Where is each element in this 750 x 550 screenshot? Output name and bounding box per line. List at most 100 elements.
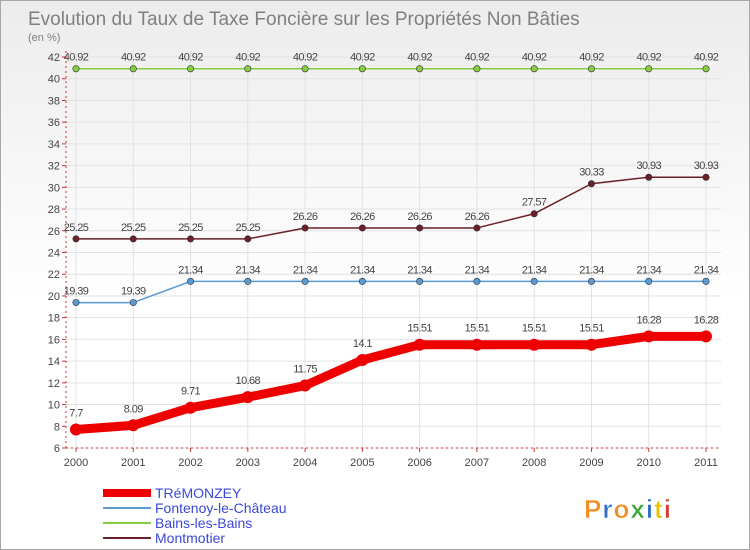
x-tick-label: 2009: [579, 457, 603, 469]
legend-label-Fontenoy-le-Château: Fontenoy-le-Château: [155, 500, 287, 516]
data-point: [473, 65, 481, 73]
x-tick-label: 2005: [350, 457, 374, 469]
y-tick-label: 14: [48, 356, 60, 368]
data-label: 21.34: [522, 264, 547, 276]
data-label: 40.92: [579, 52, 604, 64]
data-label: 11.75: [293, 364, 317, 376]
legend-label-TRéMONZEY: TRéMONZEY: [155, 485, 242, 501]
data-label: 40.92: [178, 52, 203, 64]
data-point: [587, 180, 595, 188]
series: [70, 65, 712, 436]
data-point: [470, 338, 483, 351]
data-point: [241, 391, 254, 404]
y-tick-label: 30: [48, 182, 60, 194]
data-point: [187, 235, 195, 243]
series-line-Montmotier: [75, 176, 707, 240]
proxiti-logo: Proxiti: [584, 494, 672, 525]
data-point: [530, 65, 538, 73]
chart-subtitle: (en %): [28, 32, 60, 44]
x-tick-label: 2001: [121, 457, 145, 469]
data-label: 21.34: [465, 264, 490, 276]
chart-title: Evolution du Taux de Taxe Foncière sur l…: [28, 9, 580, 30]
data-label: 7.7: [69, 408, 83, 420]
legend-label-Bains-les-Bains: Bains-les-Bains: [155, 515, 252, 531]
data-label: 16.28: [636, 314, 661, 326]
axes: 6 8 10 12 14 16 18 20 22 24 26 28 30 32 34 36 38 40 42 2000…: [48, 51, 721, 469]
legend: TRéMONZEYFontenoy-le-ChâteauBains-les-Ba…: [103, 485, 287, 546]
y-tick-label: 22: [48, 269, 60, 281]
data-point: [702, 277, 710, 285]
x-tick-label: 2004: [293, 457, 317, 469]
x-tick-label: 2007: [465, 457, 489, 469]
data-point: [244, 235, 252, 243]
data-point: [645, 65, 653, 73]
y-tick-label: 6: [54, 443, 60, 455]
data-label: 40.92: [64, 52, 89, 64]
data-label: 9.71: [181, 386, 200, 398]
data-point: [129, 235, 137, 243]
data-point: [473, 224, 481, 232]
data-label: 14.1: [353, 338, 372, 350]
y-tick-label: 10: [48, 400, 60, 412]
y-tick-label: 16: [48, 334, 60, 346]
data-point: [184, 401, 197, 414]
data-label: 30.33: [579, 167, 604, 179]
data-label: 26.26: [407, 211, 432, 223]
data-label: 21.34: [350, 264, 375, 276]
x-tick-label: 2010: [636, 457, 660, 469]
logo-letter: i: [646, 494, 654, 524]
data-label: 15.51: [522, 323, 547, 335]
data-point: [700, 330, 712, 343]
data-point: [473, 277, 481, 285]
y-tick-label: 20: [48, 291, 60, 303]
logo-text: Proxiti: [584, 494, 672, 524]
data-point: [301, 277, 309, 285]
data-label: 40.92: [350, 52, 375, 64]
logo-letter: t: [654, 494, 664, 524]
data-point: [702, 173, 710, 181]
series-line-Fontenoy-le-Château: [75, 280, 707, 304]
data-point: [187, 277, 195, 285]
data-label: 40.92: [636, 52, 661, 64]
grid: [66, 51, 721, 449]
x-tick-label: 2006: [407, 457, 431, 469]
data-label: 19.39: [121, 286, 146, 298]
data-label: 27.57: [522, 197, 547, 209]
y-tick-label: 34: [48, 139, 60, 151]
data-point: [416, 277, 424, 285]
data-label: 21.34: [293, 264, 318, 276]
data-point: [358, 277, 366, 285]
data-point: [244, 277, 252, 285]
data-point: [530, 210, 538, 218]
y-tick-label: 28: [48, 204, 60, 216]
x-tick-label: 2000: [64, 457, 88, 469]
data-point: [72, 65, 80, 73]
data-label: 21.34: [178, 264, 203, 276]
data-label: 25.25: [178, 222, 203, 234]
data-label: 40.92: [694, 52, 719, 64]
x-tick-label: 2002: [178, 457, 202, 469]
data-point: [72, 299, 80, 307]
data-label: 15.51: [465, 323, 490, 335]
y-tick-label: 26: [48, 226, 60, 238]
data-point: [301, 65, 309, 73]
data-point: [587, 277, 595, 285]
data-label: 21.34: [407, 264, 432, 276]
data-labels: 40.92 40.92 40.92 40.92 40.92 40.92 40.92 40.92…: [64, 52, 720, 420]
y-tick-label: 18: [48, 313, 60, 325]
data-label: 26.26: [293, 211, 318, 223]
data-label: 15.51: [407, 323, 432, 335]
data-label: 21.34: [579, 264, 604, 276]
data-point: [530, 277, 538, 285]
data-point: [129, 299, 137, 307]
data-label: 40.92: [407, 52, 432, 64]
x-tick-label: 2008: [522, 457, 546, 469]
logo-letter: P: [584, 494, 602, 524]
data-label: 26.26: [350, 211, 375, 223]
data-label: 15.51: [579, 323, 604, 335]
data-point: [585, 338, 598, 351]
data-point: [645, 173, 653, 181]
data-point: [299, 379, 312, 392]
